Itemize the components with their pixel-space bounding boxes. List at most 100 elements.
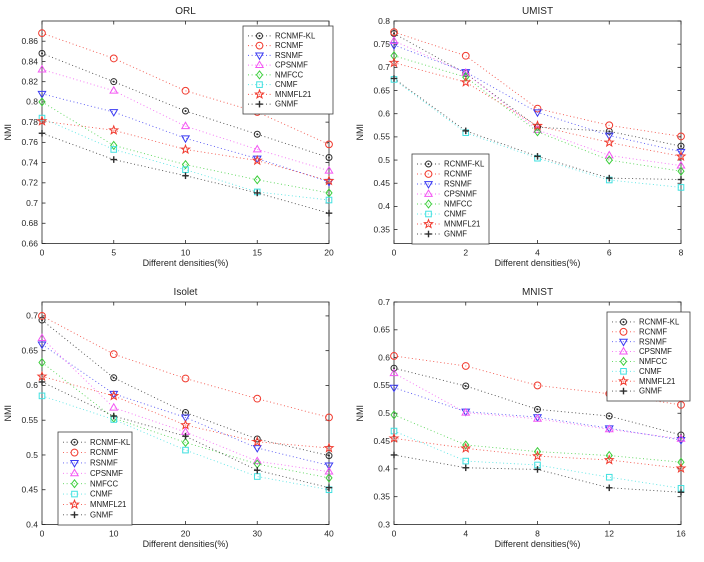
y-tick-label: 0.78 <box>21 117 38 127</box>
series-gnmf <box>390 75 685 183</box>
series-line <box>41 337 330 473</box>
marker-triangle-up-icon <box>324 165 334 174</box>
marker-circle-icon <box>325 140 333 149</box>
marker-square-icon <box>38 114 46 122</box>
legend-item: MNMFL21 <box>417 218 480 229</box>
marker-triangle-up-icon <box>109 402 119 411</box>
x-tick-label: 20 <box>324 248 334 258</box>
marker-circle-icon <box>38 312 46 320</box>
marker-star-icon <box>69 498 80 510</box>
marker-circle-icon <box>677 401 685 409</box>
y-axis-label: NMI <box>3 124 13 141</box>
marker-triangle-down-icon <box>180 414 191 423</box>
legend-label: RCNMF-KL <box>639 318 680 327</box>
marker-circledot-icon <box>256 32 263 40</box>
marker-square-icon <box>256 81 263 88</box>
marker-square-icon <box>605 473 613 481</box>
y-tick-label: 0.4 <box>378 464 390 474</box>
legend-item: CPSNMF <box>248 60 308 70</box>
marker-triangle-down-icon <box>109 109 119 117</box>
series-nmfcc <box>390 410 685 467</box>
marker-star-icon <box>108 124 120 135</box>
marker-plus-icon <box>462 127 470 135</box>
marker-diamond-icon <box>390 410 398 420</box>
y-tick-label: 0.8 <box>26 97 38 107</box>
x-tick-label: 30 <box>253 529 263 539</box>
legend-label: NMFCC <box>639 357 668 366</box>
marker-triangle-up-icon <box>389 368 399 377</box>
marker-plus-icon <box>182 432 189 440</box>
series-mnmfl21 <box>388 432 687 473</box>
marker-triangle-down-icon <box>69 460 80 468</box>
legend-label: CNMF <box>275 80 298 89</box>
legend-item: CNMF <box>63 490 113 499</box>
marker-star-icon <box>532 120 543 131</box>
marker-triangle-down-icon <box>37 341 47 350</box>
legend-item: GNMF <box>63 510 113 519</box>
y-tick-label: 0.6 <box>378 109 390 119</box>
chart-mnist: 0 4 8 12 16 0.3 0.35 0.4 0.45 0.5 0.55 0.6 0.65 0.7 MN… <box>355 287 691 549</box>
legend: RCNMF-KLRCNMFRSNMFCPSNMFNMFCCCNMFMNMFL21… <box>57 431 133 526</box>
series-line <box>393 437 682 469</box>
marker-circledot-icon <box>182 107 189 115</box>
legend-item: GNMF <box>417 230 467 239</box>
chart-orl: 0 5 10 15 20 0.66 0.68 0.7 0.72 0.74 0.76 0.78 0.8 0.… <box>3 6 335 268</box>
legend-box <box>57 431 133 526</box>
marker-square-icon <box>425 210 432 218</box>
legend-item: GNMF <box>612 387 662 396</box>
marker-circledot-icon <box>38 49 46 57</box>
marker-plus-icon <box>534 153 541 160</box>
series-gnmf <box>390 451 685 496</box>
marker-triangle-down-icon <box>676 148 686 157</box>
legend-item: MNMFL21 <box>612 375 675 386</box>
series-rcnmf <box>38 312 333 422</box>
marker-star-icon <box>603 454 615 465</box>
marker-square-icon <box>110 146 118 153</box>
chart-cell-bottom-left: 0 10 20 30 40 0.4 0.45 0.5 0.55 0.6 0.65 0.7 Isolet D… <box>0 281 352 562</box>
x-tick-label: 10 <box>181 248 191 258</box>
marker-star-icon <box>180 143 191 155</box>
marker-triangle-down-icon <box>180 135 191 144</box>
marker-circledot-icon <box>425 160 432 168</box>
legend-label: CPSNMF <box>639 347 672 356</box>
series-line <box>393 62 682 157</box>
marker-triangle-up-icon <box>69 468 80 477</box>
marker-star-icon <box>108 390 120 401</box>
marker-star-icon <box>254 88 265 100</box>
marker-triangle-up-icon <box>604 150 614 159</box>
series-cpsnmf <box>389 368 686 442</box>
marker-circle-icon <box>325 413 333 422</box>
legend: RCNMF-KLRCNMFRSNMFCPSNMFNMFCCCNMFMNMFL21… <box>411 153 490 245</box>
legend-item: RCNMF <box>612 327 667 336</box>
legend-label: RCNMF-KL <box>90 438 131 447</box>
legend-item: RCNMF <box>417 170 472 179</box>
chart-cell-bottom-right: 0 4 8 12 16 0.3 0.35 0.4 0.45 0.5 0.55 0.6 0.65 0.7 MN… <box>352 281 704 562</box>
y-tick-label: 0.68 <box>21 218 38 228</box>
series-line <box>393 372 682 440</box>
marker-circle-icon <box>461 362 470 370</box>
marker-diamond-icon <box>533 127 542 137</box>
marker-circledot-icon <box>390 364 398 372</box>
x-tick-label: 2 <box>463 248 468 258</box>
marker-circle-icon <box>109 54 118 63</box>
marker-diamond-icon <box>677 166 685 176</box>
marker-star-icon <box>36 115 48 126</box>
series-line <box>393 387 682 441</box>
marker-circle-icon <box>253 394 262 403</box>
marker-triangle-up-icon <box>37 333 47 342</box>
legend-label: GNMF <box>444 230 467 239</box>
marker-circledot-icon <box>620 318 627 326</box>
legend-item: GNMF <box>248 100 298 109</box>
marker-circledot-icon <box>110 374 118 382</box>
legend-item: RCNMF-KL <box>248 31 316 40</box>
y-axis-label: NMI <box>355 124 365 141</box>
marker-circle-icon <box>424 170 433 178</box>
x-tick-label: 10 <box>109 529 119 539</box>
y-tick-label: 0.6 <box>378 352 390 362</box>
y-tick-label: 0.5 <box>378 155 390 165</box>
x-tick-label: 20 <box>181 529 191 539</box>
legend-box <box>242 25 334 115</box>
legend-item: RSNMF <box>63 459 118 468</box>
marker-circle-icon <box>70 448 79 457</box>
